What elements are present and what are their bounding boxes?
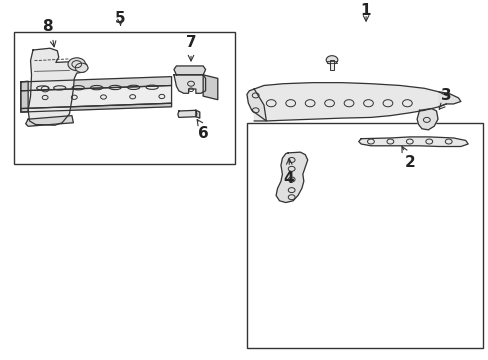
- Polygon shape: [174, 75, 205, 93]
- Text: 2: 2: [404, 155, 414, 170]
- Circle shape: [75, 63, 88, 72]
- Polygon shape: [438, 92, 460, 107]
- Text: 1: 1: [360, 3, 370, 18]
- Text: 5: 5: [115, 10, 125, 26]
- Circle shape: [68, 58, 85, 71]
- Polygon shape: [21, 81, 28, 112]
- Polygon shape: [358, 137, 467, 147]
- Circle shape: [325, 56, 337, 64]
- Bar: [329, 60, 334, 69]
- Polygon shape: [174, 66, 205, 75]
- Polygon shape: [196, 110, 200, 118]
- Text: 4: 4: [283, 171, 293, 186]
- Polygon shape: [276, 152, 307, 203]
- Polygon shape: [416, 108, 437, 130]
- Polygon shape: [26, 116, 73, 126]
- Text: 6: 6: [197, 126, 208, 141]
- Text: 3: 3: [440, 88, 451, 103]
- Polygon shape: [21, 103, 171, 112]
- Bar: [246, 123, 482, 348]
- Polygon shape: [254, 83, 446, 121]
- Polygon shape: [246, 89, 266, 121]
- Bar: [14, 32, 234, 163]
- Text: 7: 7: [185, 35, 196, 50]
- Polygon shape: [178, 110, 197, 117]
- Polygon shape: [21, 77, 171, 91]
- Polygon shape: [203, 75, 217, 100]
- Polygon shape: [28, 48, 88, 125]
- Polygon shape: [21, 85, 171, 108]
- Text: 8: 8: [42, 19, 53, 34]
